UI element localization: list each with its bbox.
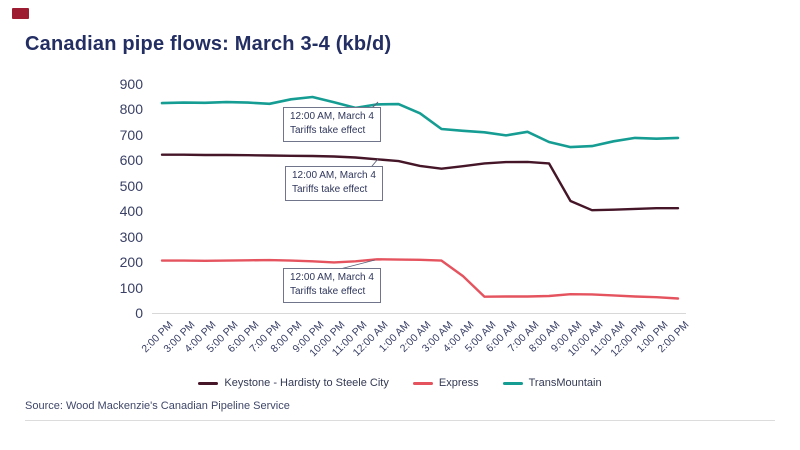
brand-mark-icon <box>12 8 29 19</box>
legend-label: Keystone - Hardisty to Steele City <box>224 377 389 389</box>
legend-swatch-icon <box>412 381 433 385</box>
chart-legend: Keystone - Hardisty to Steele City Expres… <box>0 374 800 392</box>
y-tick-label: 600 <box>119 152 143 169</box>
y-tick-label: 200 <box>119 254 143 271</box>
y-tick-label: 800 <box>119 101 143 118</box>
y-tick-label: 500 <box>119 177 143 194</box>
legend-swatch-icon <box>198 381 219 385</box>
footer-divider <box>25 420 775 421</box>
annotation-line: Tariffs take effect <box>290 286 366 297</box>
series-line-express <box>160 258 680 300</box>
annotation-line: 12:00 AM, March 4 <box>292 170 376 181</box>
line-chart: 0 100 200 300 400 500 600 700 800 900 2:00 PM 3:00… <box>0 60 800 370</box>
legend-label: TransMountain <box>528 377 602 389</box>
legend-swatch-icon <box>502 381 523 385</box>
annotation-box: 12:00 AM, March 4 Tariffs take effect <box>285 166 383 201</box>
y-tick-label: 0 <box>135 305 143 321</box>
source-text: Source: Wood Mackenzie's Canadian Pipeli… <box>25 400 290 412</box>
y-tick-label: 900 <box>119 76 143 92</box>
annotation-line: Tariffs take effect <box>290 125 366 136</box>
series-group <box>160 95 680 300</box>
legend-item: Express <box>412 377 479 389</box>
annotation-box: 12:00 AM, March 4 Tariffs take effect <box>283 268 381 303</box>
y-tick-label: 300 <box>119 228 143 245</box>
page-title: Canadian pipe flows: March 3-4 (kb/d) <box>25 33 392 55</box>
y-tick-label: 100 <box>119 279 143 296</box>
annotation-callout-line <box>339 259 376 270</box>
y-tick-label: 700 <box>119 126 143 143</box>
legend-item: Keystone - Hardisty to Steele City <box>198 377 389 389</box>
legend-item: TransMountain <box>502 377 602 389</box>
annotation-line: 12:00 AM, March 4 <box>290 111 374 122</box>
y-tick-label: 400 <box>119 203 143 220</box>
series-line-keystone-hardisty-to-steele-city <box>160 153 680 212</box>
annotation-line: Tariffs take effect <box>292 184 368 195</box>
legend-label: Express <box>438 377 479 389</box>
series-line-transmountain <box>160 95 680 149</box>
annotation-line: 12:00 AM, March 4 <box>290 272 374 283</box>
annotation-box: 12:00 AM, March 4 Tariffs take effect <box>283 107 381 142</box>
